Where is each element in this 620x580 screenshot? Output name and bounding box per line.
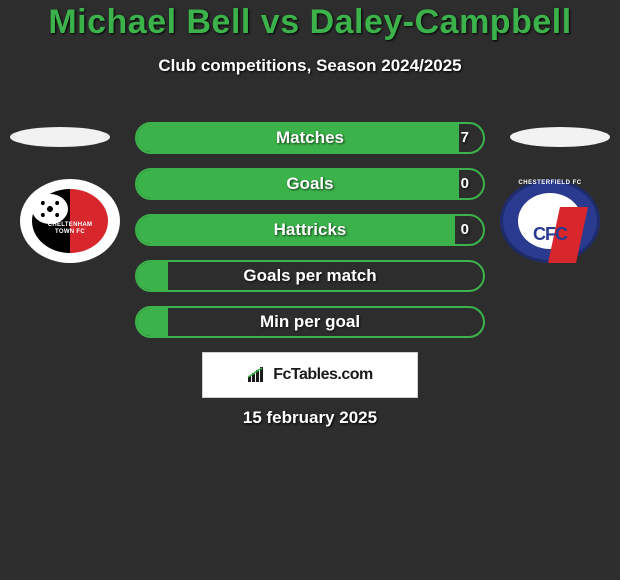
page-title: Michael Bell vs Daley-Campbell [0,0,620,42]
country-pill-left [10,127,110,147]
crest-ring: CHESTERFIELD FC CFC [500,179,600,263]
crest-letters: CFC [518,224,582,245]
crest-inner: CFC [518,193,582,249]
stat-label: Goals [137,170,483,198]
stat-label: Matches [137,124,483,152]
stat-row: Min per goal [135,306,485,338]
stat-right-value: 0 [461,170,469,198]
stat-row: Hattricks0 [135,214,485,246]
crest-ring: CHELTENHAM TOWN FC [20,179,120,263]
country-pill-right [510,127,610,147]
crest-text-line2: TOWN FC [55,229,85,235]
subtitle: Club competitions, Season 2024/2025 [0,56,620,76]
stat-row: Goals0 [135,168,485,200]
brand-badge[interactable]: FcTables.com [202,352,418,398]
stat-right-value: 0 [461,216,469,244]
crest-top-text: CHESTERFIELD FC [500,180,600,186]
stat-rows: Matches7Goals0Hattricks0Goals per matchM… [135,122,485,352]
bar-chart-icon [247,367,267,383]
crest-text-line1: CHELTENHAM [48,222,93,228]
club-crest-right: CHESTERFIELD FC CFC [500,179,600,263]
crest-text: CHELTENHAM TOWN FC [32,222,108,236]
stat-row: Goals per match [135,260,485,292]
crest-inner: CHELTENHAM TOWN FC [32,189,108,253]
stat-label: Min per goal [137,308,483,336]
club-crest-left: CHELTENHAM TOWN FC [20,179,120,263]
comparison-card: Michael Bell vs Daley-Campbell Club comp… [0,0,620,580]
stat-label: Goals per match [137,262,483,290]
crest-ball-icon [32,194,68,224]
stat-row: Matches7 [135,122,485,154]
stat-label: Hattricks [137,216,483,244]
stat-right-value: 7 [461,124,469,152]
date-text: 15 february 2025 [0,408,620,428]
brand-text: FcTables.com [273,366,373,384]
